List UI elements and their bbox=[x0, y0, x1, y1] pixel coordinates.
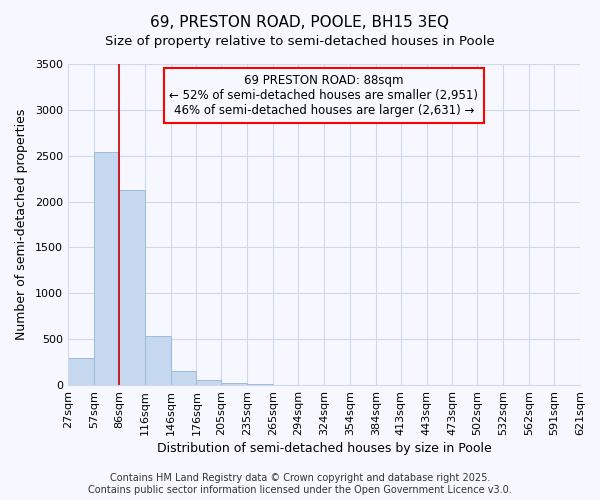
Text: 69, PRESTON ROAD, POOLE, BH15 3EQ: 69, PRESTON ROAD, POOLE, BH15 3EQ bbox=[151, 15, 449, 30]
Y-axis label: Number of semi-detached properties: Number of semi-detached properties bbox=[15, 109, 28, 340]
Bar bbox=[221, 383, 247, 385]
Bar bbox=[68, 358, 94, 385]
Bar bbox=[94, 152, 119, 385]
Text: Contains HM Land Registry data © Crown copyright and database right 2025.
Contai: Contains HM Land Registry data © Crown c… bbox=[88, 474, 512, 495]
Bar bbox=[170, 371, 196, 385]
X-axis label: Distribution of semi-detached houses by size in Poole: Distribution of semi-detached houses by … bbox=[157, 442, 491, 455]
Text: 69 PRESTON ROAD: 88sqm
← 52% of semi-detached houses are smaller (2,951)
46% of : 69 PRESTON ROAD: 88sqm ← 52% of semi-det… bbox=[169, 74, 478, 116]
Bar bbox=[196, 380, 221, 385]
Bar bbox=[119, 190, 145, 385]
Bar bbox=[247, 384, 273, 385]
Text: Size of property relative to semi-detached houses in Poole: Size of property relative to semi-detach… bbox=[105, 35, 495, 48]
Bar bbox=[145, 336, 170, 385]
